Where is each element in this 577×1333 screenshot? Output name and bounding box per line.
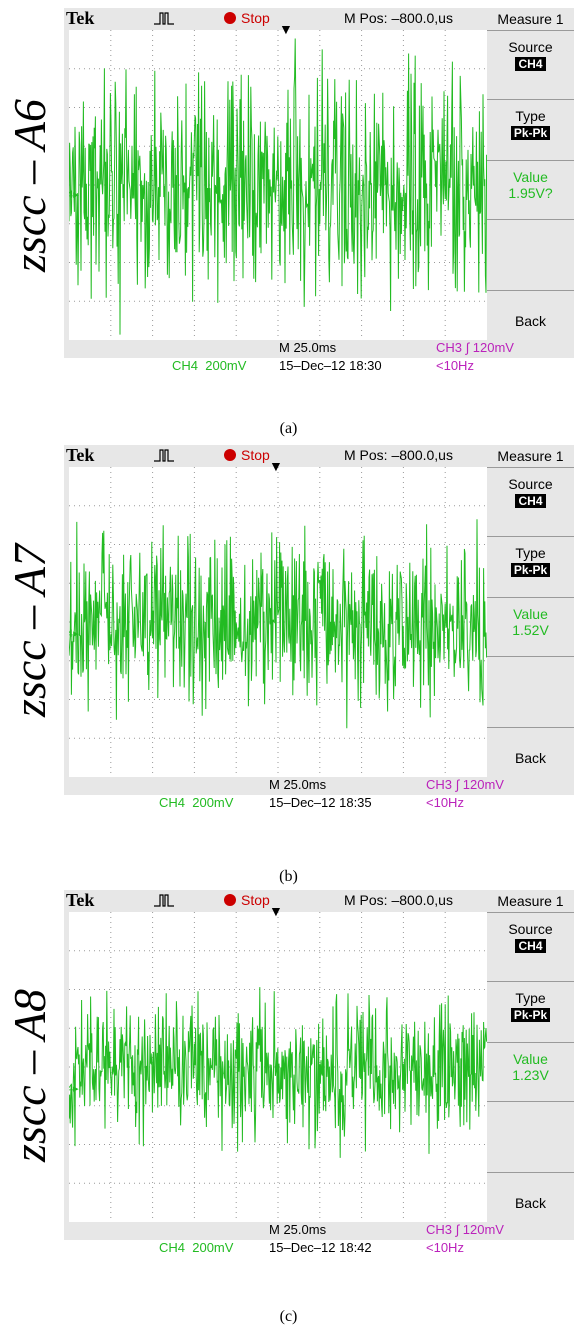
tek-logo: Tek <box>66 890 95 910</box>
measured-value: 1.23V <box>512 1067 549 1083</box>
source-value: CH4 <box>515 57 546 71</box>
blank-slot <box>487 656 574 727</box>
oscilloscope-screen: Tek Stop M Pos: –800.0,us 4▸ ▼ M 25.0ms … <box>64 445 574 810</box>
side-label: zscc – A8 <box>3 988 55 1162</box>
waveform-display: 4▸ <box>69 467 487 777</box>
type-button[interactable]: Type Pk-Pk <box>487 981 574 1042</box>
value-readout: Value 1.52V <box>487 597 574 656</box>
status-line-2: CH4 200mV 15–Dec–12 18:35 <10Hz <box>64 795 484 813</box>
measured-value: 1.95V? <box>508 185 553 201</box>
ch4-trace <box>69 987 487 1158</box>
tek-logo: Tek <box>66 445 95 465</box>
frequency: <10Hz <box>436 358 474 373</box>
waveform-display: 4▸ <box>69 912 487 1222</box>
type-value: Pk-Pk <box>510 563 551 577</box>
status-line-1: M 25.0ms CH3 ∫ 120mV <box>64 340 514 358</box>
run-status: Stop <box>224 892 270 908</box>
channel4-marker: 4▸ <box>69 628 79 640</box>
status-line-2: CH4 200mV 15–Dec–12 18:42 <10Hz <box>64 1240 484 1258</box>
topbar: Tek Stop M Pos: –800.0,us <box>64 890 484 912</box>
run-status: Stop <box>224 447 270 463</box>
back-button[interactable]: Back <box>487 727 574 788</box>
datetime: 15–Dec–12 18:30 <box>279 358 382 373</box>
status-line-2: CH4 200mV 15–Dec–12 18:30 <10Hz <box>64 358 484 376</box>
source-value: CH4 <box>515 939 546 953</box>
side-label: zscc – A7 <box>3 543 55 717</box>
blank-slot <box>487 219 574 290</box>
ch4-trace <box>69 519 487 729</box>
status-line-1: M 25.0ms CH3 ∫ 120mV <box>64 777 504 795</box>
topbar: Tek Stop M Pos: –800.0,us <box>64 445 484 467</box>
type-value: Pk-Pk <box>510 126 551 140</box>
source-button[interactable]: Source CH4 <box>487 912 574 981</box>
blank-slot <box>487 1101 574 1172</box>
caption: (a) <box>279 420 298 437</box>
trigger-readout: CH3 ∫ 120mV <box>436 340 514 355</box>
value-readout: Value 1.23V <box>487 1042 574 1101</box>
oscilloscope-screen: Tek Stop M Pos: –800.0,us 4▸ ▼ M 25.0ms … <box>64 8 574 373</box>
trigger-readout: CH3 ∫ 120mV <box>426 1222 504 1237</box>
ch4-scale: CH4 200mV <box>172 358 247 373</box>
type-button[interactable]: Type Pk-Pk <box>487 99 574 160</box>
menu-title: Measure 1 <box>497 448 564 464</box>
back-button[interactable]: Back <box>487 290 574 351</box>
datetime: 15–Dec–12 18:35 <box>269 795 372 810</box>
type-value: Pk-Pk <box>510 1008 551 1022</box>
acquisition-icon <box>154 449 174 462</box>
m-pos-readout: M Pos: –800.0,us <box>344 447 453 463</box>
menu-title: Measure 1 <box>497 893 564 909</box>
measure-menu: Measure 1 Source CH4 Type Pk-Pk Value 1.… <box>487 8 574 358</box>
run-status: Stop <box>224 10 270 26</box>
measure-menu: Measure 1 Source CH4 Type Pk-Pk Value 1.… <box>487 445 574 795</box>
stop-icon <box>224 12 236 24</box>
timebase: M 25.0ms <box>269 777 327 792</box>
trigger-readout: CH3 ∫ 120mV <box>426 777 504 792</box>
trigger-position-icon: ▼ <box>269 458 283 474</box>
trigger-position-icon: ▼ <box>269 903 283 919</box>
stop-icon <box>224 894 236 906</box>
acquisition-icon <box>154 894 174 907</box>
value-readout: Value 1.95V? <box>487 160 574 219</box>
waveform-svg <box>69 467 487 777</box>
ch4-scale: CH4 200mV <box>159 1240 234 1255</box>
ch4-scale: CH4 200mV <box>159 795 234 810</box>
status-line-1: M 25.0ms CH3 ∫ 120mV <box>64 1222 504 1240</box>
back-button[interactable]: Back <box>487 1172 574 1233</box>
acquisition-icon <box>154 12 174 25</box>
channel4-marker: 4▸ <box>69 1083 79 1095</box>
waveform-display: 4▸ <box>69 30 487 340</box>
stop-icon <box>224 449 236 461</box>
type-button[interactable]: Type Pk-Pk <box>487 536 574 597</box>
topbar: Tek Stop M Pos: –800.0,us <box>64 8 484 30</box>
source-value: CH4 <box>515 494 546 508</box>
waveform-svg <box>69 912 487 1222</box>
menu-title: Measure 1 <box>497 11 564 27</box>
channel4-marker: 4▸ <box>69 189 79 201</box>
timebase: M 25.0ms <box>279 340 337 355</box>
measured-value: 1.52V <box>512 622 549 638</box>
source-button[interactable]: Source CH4 <box>487 467 574 536</box>
caption: (c) <box>279 1308 298 1325</box>
caption: (b) <box>279 868 298 885</box>
oscilloscope-screen: Tek Stop M Pos: –800.0,us 4▸ ▼ M 25.0ms … <box>64 890 574 1255</box>
source-button[interactable]: Source CH4 <box>487 30 574 99</box>
tek-logo: Tek <box>66 8 95 28</box>
ch4-trace <box>69 38 487 335</box>
measure-menu: Measure 1 Source CH4 Type Pk-Pk Value 1.… <box>487 890 574 1240</box>
waveform-svg <box>69 30 487 340</box>
m-pos-readout: M Pos: –800.0,us <box>344 10 453 26</box>
side-label: zscc – A6 <box>3 98 55 272</box>
datetime: 15–Dec–12 18:42 <box>269 1240 372 1255</box>
m-pos-readout: M Pos: –800.0,us <box>344 892 453 908</box>
frequency: <10Hz <box>426 1240 464 1255</box>
frequency: <10Hz <box>426 795 464 810</box>
timebase: M 25.0ms <box>269 1222 327 1237</box>
trigger-position-icon: ▼ <box>279 21 293 37</box>
